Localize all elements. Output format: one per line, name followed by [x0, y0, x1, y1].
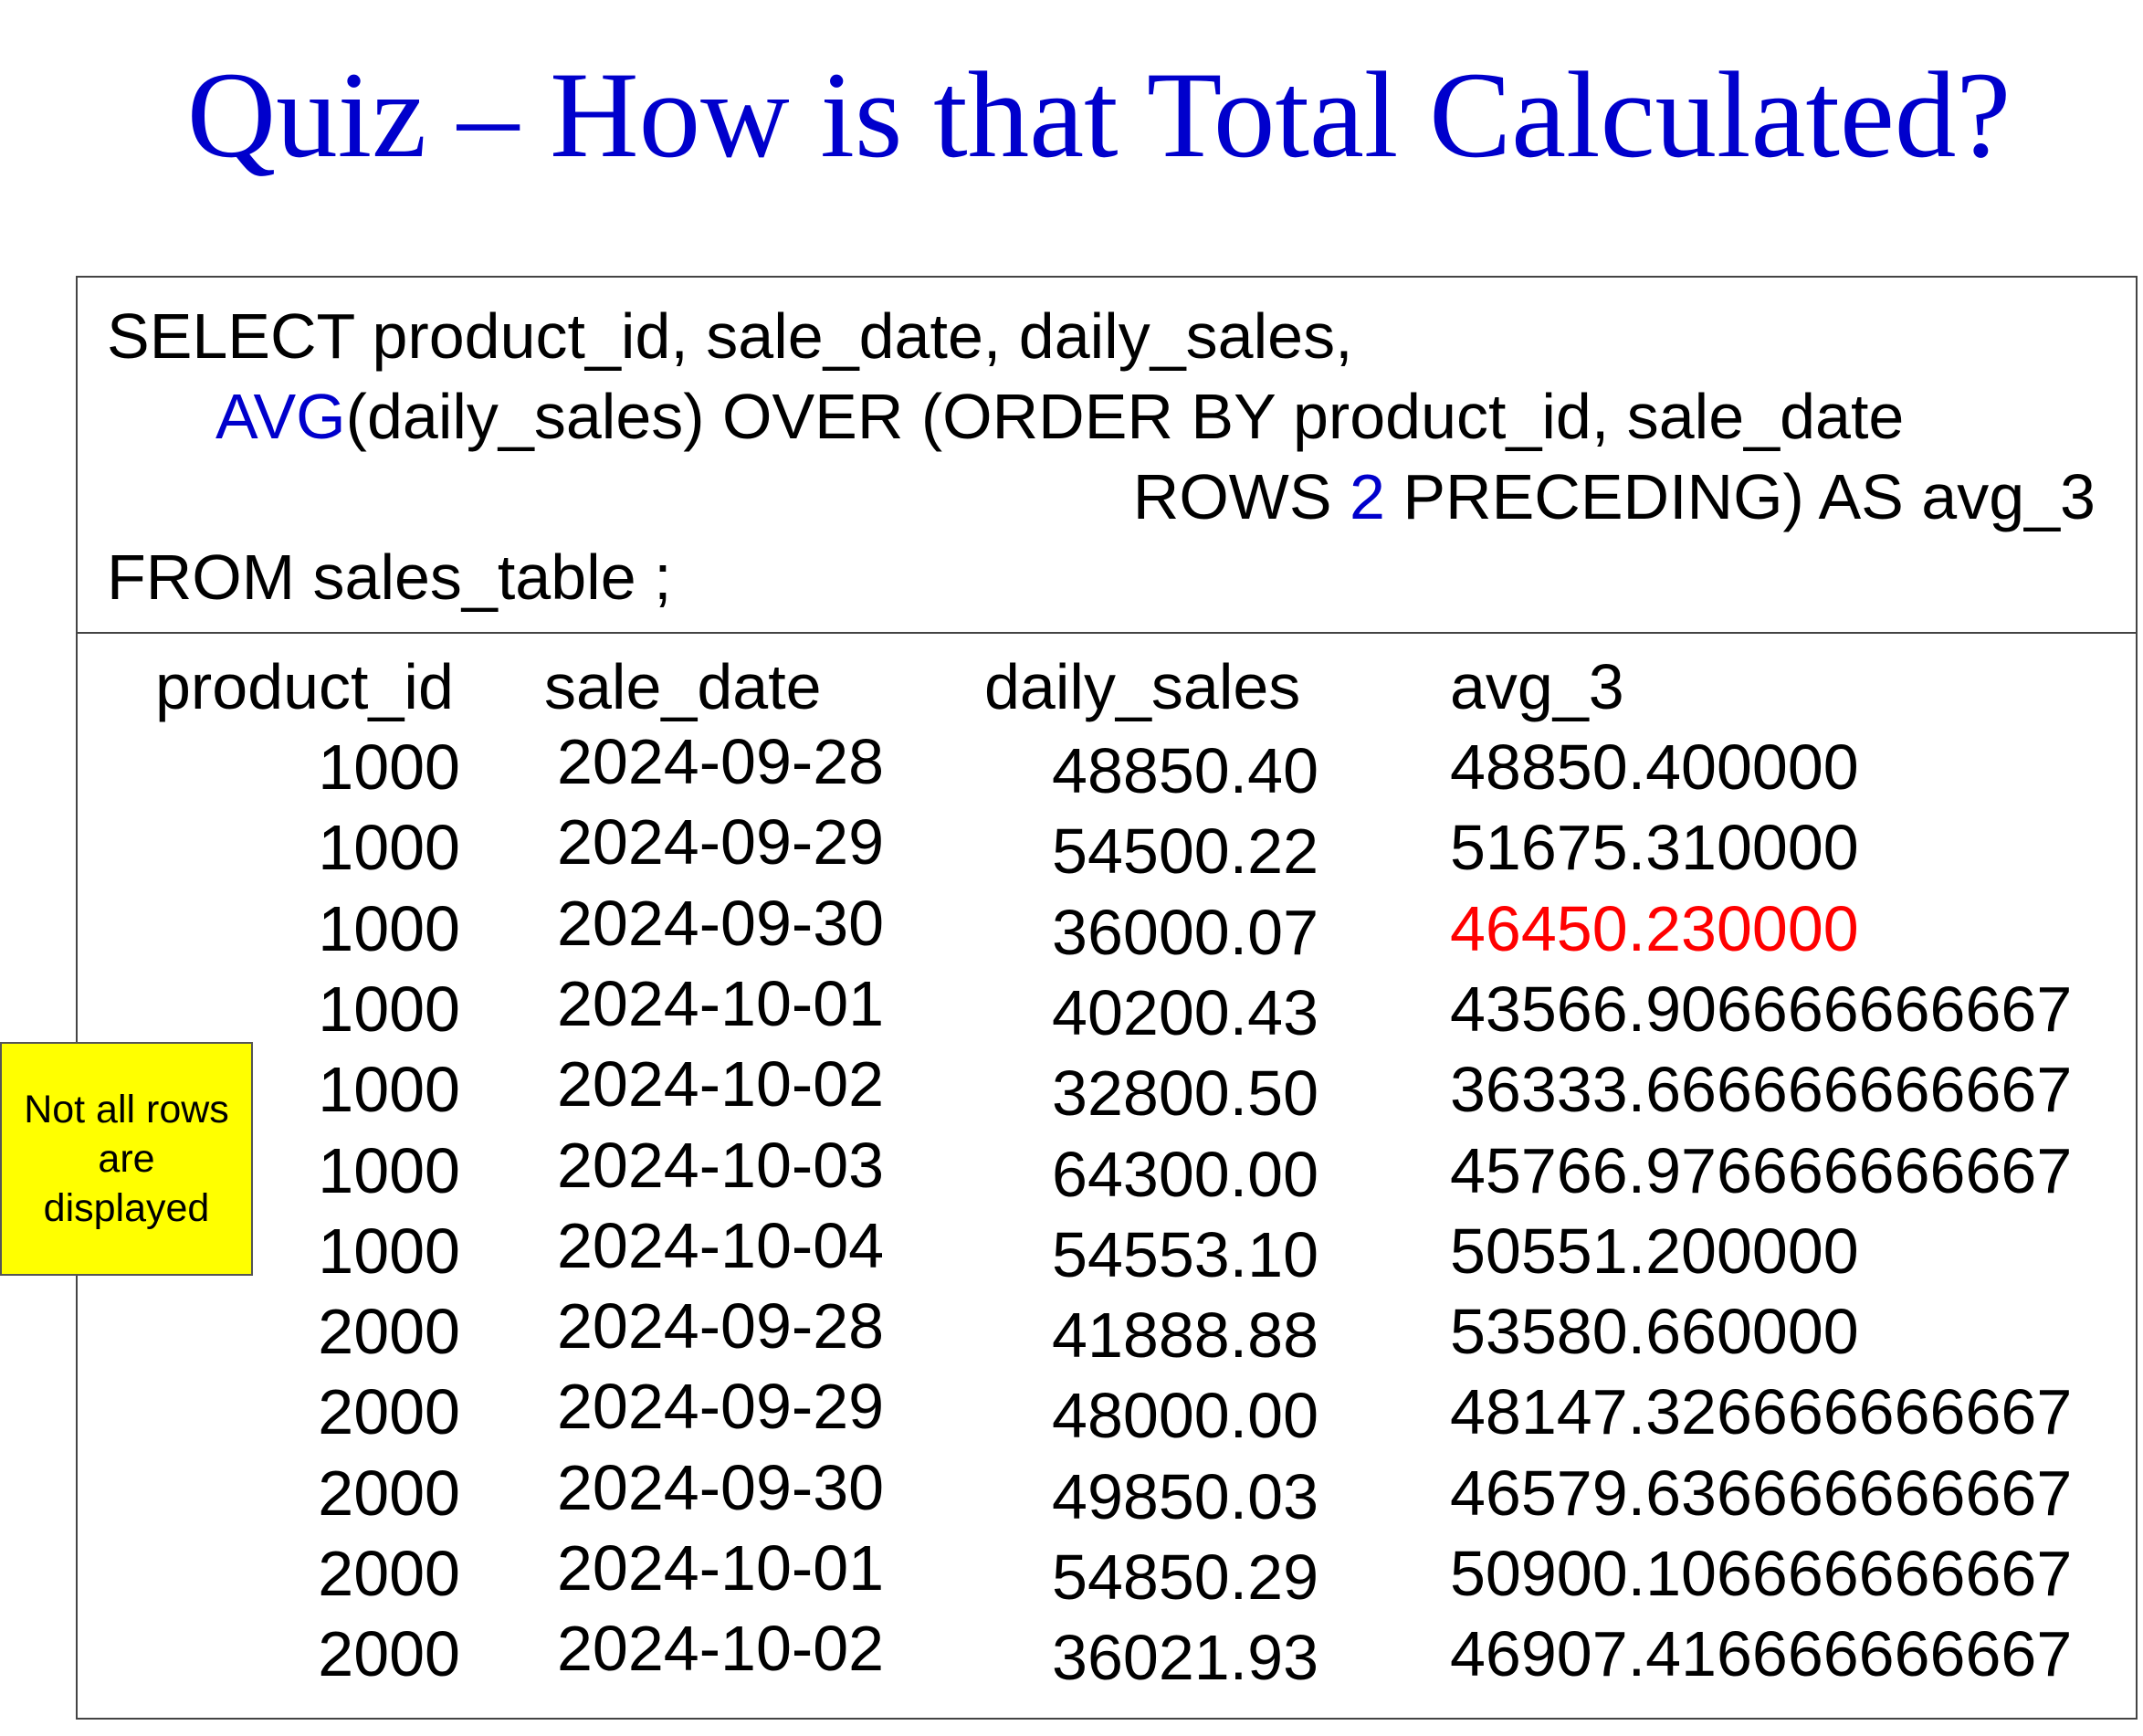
- column-header-sale-date: sale_date: [544, 651, 822, 722]
- cell-daily-sales: 40200.43: [1052, 977, 1318, 1048]
- cell-daily-sales: 32800.50: [1052, 1057, 1318, 1129]
- cell-sale-date: 2024-10-02: [557, 1048, 885, 1120]
- sql-avg-rest: (daily_sales) OVER (ORDER BY product_id,…: [345, 381, 1905, 452]
- column-header-avg-3: avg_3: [1450, 651, 1624, 722]
- cell-daily-sales: 36021.93: [1052, 1622, 1318, 1693]
- sql-rows-number: 2: [1349, 461, 1385, 532]
- cell-avg-3: 51675.310000: [1450, 812, 1859, 883]
- cell-avg-3: 46579.636666666667: [1450, 1457, 2073, 1529]
- cell-avg-3: 46450.230000: [1450, 893, 1859, 964]
- sql-avg-keyword: AVG: [215, 381, 346, 452]
- cell-product-id: 2000: [318, 1618, 460, 1689]
- cell-sale-date: 2024-10-03: [557, 1130, 885, 1201]
- cell-daily-sales: 48850.40: [1052, 735, 1318, 806]
- sql-line-avg: AVG(daily_sales) OVER (ORDER BY product_…: [215, 380, 1904, 453]
- cell-product-id: 1000: [318, 812, 460, 883]
- cell-daily-sales: 48000.00: [1052, 1380, 1318, 1451]
- cell-sale-date: 2024-10-01: [557, 1532, 885, 1604]
- cell-daily-sales: 54500.22: [1052, 815, 1318, 887]
- sql-rows-prefix: ROWS: [1132, 461, 1350, 532]
- column-header-product-id: product_id: [155, 651, 454, 722]
- cell-sale-date: 2024-10-04: [557, 1210, 885, 1281]
- cell-avg-3: 36333.666666666667: [1450, 1054, 2073, 1125]
- page-title: Quiz – How is that Total Calculated?: [186, 47, 2012, 184]
- cell-sale-date: 2024-10-01: [557, 968, 885, 1039]
- cell-product-id: 2000: [318, 1296, 460, 1367]
- cell-product-id: 1000: [318, 1054, 460, 1125]
- sql-line-from: FROM sales_table ;: [107, 542, 672, 613]
- cell-product-id: 1000: [318, 1215, 460, 1287]
- cell-sale-date: 2024-09-30: [557, 888, 885, 959]
- cell-daily-sales: 64300.00: [1052, 1139, 1318, 1210]
- box-divider: [78, 632, 2136, 634]
- not-all-rows-note: Not all rows are displayed: [0, 1042, 253, 1276]
- cell-avg-3: 50900.106666666667: [1450, 1538, 2073, 1609]
- cell-product-id: 2000: [318, 1457, 460, 1529]
- cell-product-id: 1000: [318, 893, 460, 964]
- sql-result-box: SELECT product_id, sale_date, daily_sale…: [76, 276, 2138, 1720]
- cell-sale-date: 2024-09-28: [557, 726, 885, 797]
- sql-rows-suffix: PRECEDING) AS avg_3: [1384, 461, 2096, 532]
- cell-product-id: 1000: [318, 973, 460, 1045]
- column-header-daily-sales: daily_sales: [984, 651, 1301, 722]
- cell-daily-sales: 41888.88: [1052, 1299, 1318, 1371]
- sql-line-select: SELECT product_id, sale_date, daily_sale…: [107, 300, 1353, 372]
- cell-avg-3: 45766.976666666667: [1450, 1135, 2073, 1206]
- cell-avg-3: 53580.660000: [1450, 1296, 1859, 1367]
- cell-product-id: 1000: [318, 731, 460, 803]
- cell-sale-date: 2024-09-29: [557, 806, 885, 878]
- cell-daily-sales: 49850.03: [1052, 1461, 1318, 1532]
- cell-avg-3: 48147.326666666667: [1450, 1376, 2073, 1447]
- cell-daily-sales: 36000.07: [1052, 897, 1318, 968]
- cell-product-id: 2000: [318, 1538, 460, 1609]
- sql-line-rows: ROWS 2 PRECEDING) AS avg_3: [1133, 460, 2096, 533]
- cell-avg-3: 48850.400000: [1450, 731, 1859, 803]
- cell-daily-sales: 54553.10: [1052, 1219, 1318, 1290]
- cell-sale-date: 2024-10-02: [557, 1613, 885, 1684]
- cell-sale-date: 2024-09-29: [557, 1371, 885, 1442]
- cell-product-id: 1000: [318, 1135, 460, 1206]
- cell-avg-3: 43566.906666666667: [1450, 973, 2073, 1045]
- cell-avg-3: 50551.200000: [1450, 1215, 1859, 1287]
- cell-sale-date: 2024-09-30: [557, 1452, 885, 1523]
- cell-product-id: 2000: [318, 1376, 460, 1447]
- cell-sale-date: 2024-09-28: [557, 1290, 885, 1362]
- cell-daily-sales: 54850.29: [1052, 1541, 1318, 1613]
- cell-avg-3: 46907.416666666667: [1450, 1618, 2073, 1689]
